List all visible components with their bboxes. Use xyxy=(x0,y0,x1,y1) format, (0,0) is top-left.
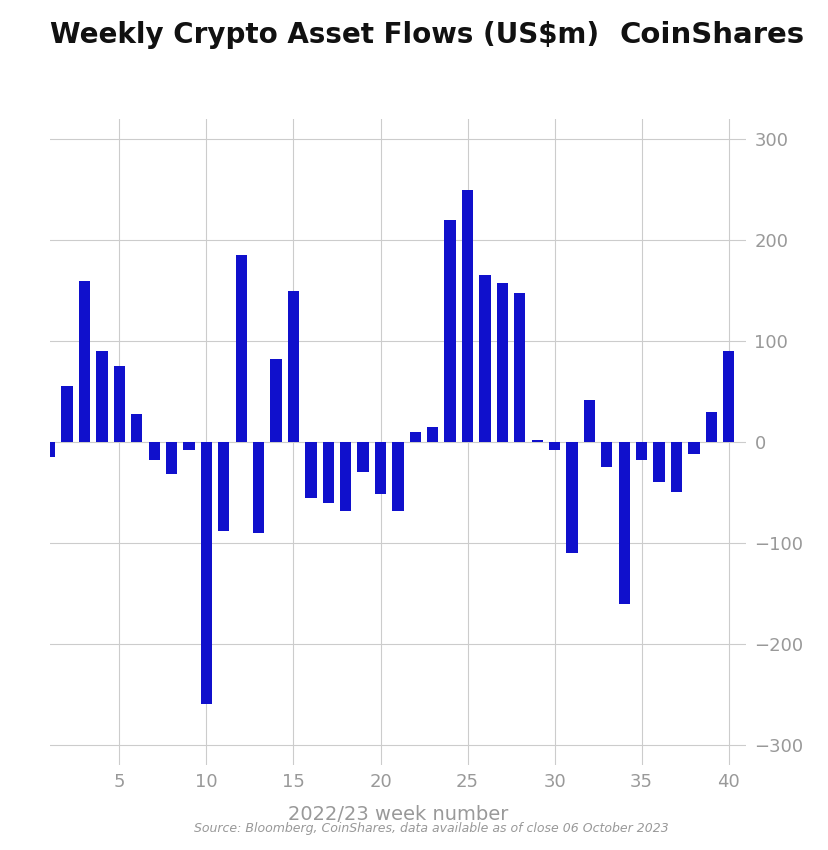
Bar xyxy=(253,442,264,533)
Bar xyxy=(583,400,595,442)
Text: Weekly Crypto Asset Flows (US$m): Weekly Crypto Asset Flows (US$m) xyxy=(50,21,598,49)
Bar xyxy=(687,442,699,454)
Bar xyxy=(566,442,577,553)
Bar xyxy=(670,442,681,492)
Bar xyxy=(652,442,664,483)
Bar xyxy=(548,442,560,450)
Bar xyxy=(235,255,247,442)
Bar xyxy=(496,282,508,442)
Bar xyxy=(113,366,125,442)
Bar xyxy=(409,432,421,442)
Bar xyxy=(339,442,351,511)
Bar xyxy=(131,414,142,442)
Bar xyxy=(513,292,525,442)
Bar xyxy=(322,442,334,502)
Bar xyxy=(44,442,55,457)
Bar xyxy=(305,442,316,497)
Bar xyxy=(200,442,212,705)
Bar xyxy=(444,220,455,442)
Bar xyxy=(357,442,368,473)
Bar xyxy=(61,387,73,442)
Bar xyxy=(218,442,229,530)
Bar xyxy=(426,427,438,442)
Bar xyxy=(96,351,108,442)
Bar xyxy=(705,411,716,442)
Text: CoinShares: CoinShares xyxy=(619,21,803,49)
Bar xyxy=(461,190,473,442)
Bar xyxy=(287,291,299,442)
Bar xyxy=(722,351,734,442)
Bar xyxy=(635,442,647,460)
Bar xyxy=(479,275,490,442)
Bar xyxy=(183,442,195,450)
Bar xyxy=(374,442,386,495)
Bar xyxy=(600,442,612,468)
Bar xyxy=(270,360,282,442)
Bar xyxy=(531,440,542,442)
Bar xyxy=(392,442,403,511)
Bar xyxy=(79,280,90,442)
Text: Source: Bloomberg, CoinShares, data available as of close 06 October 2023: Source: Bloomberg, CoinShares, data avai… xyxy=(194,822,667,835)
Bar xyxy=(166,442,177,474)
Bar xyxy=(618,442,629,604)
X-axis label: 2022/23 week number: 2022/23 week number xyxy=(287,805,508,824)
Bar xyxy=(148,442,160,460)
